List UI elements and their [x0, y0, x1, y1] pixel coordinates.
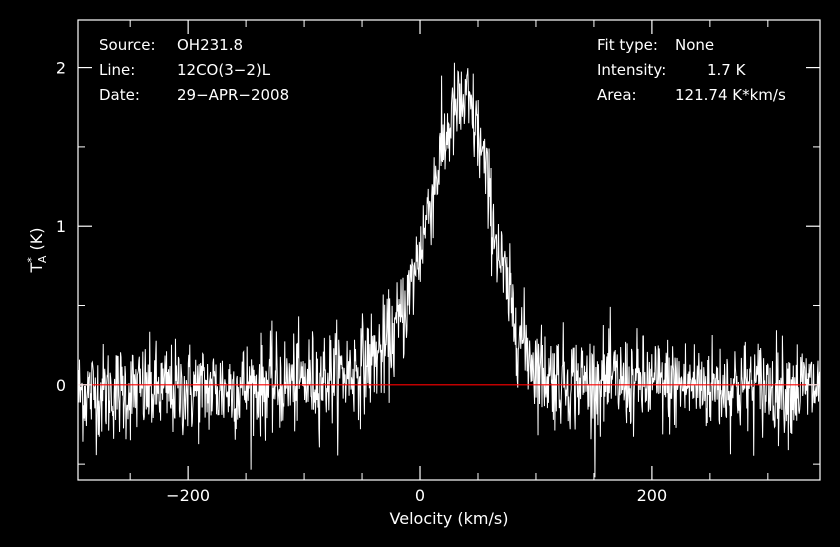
intensity-label: Intensity:: [597, 61, 666, 79]
x-tick-label: −200: [166, 486, 210, 505]
spectrum-trace: [78, 62, 820, 478]
x-tick-label: 0: [415, 486, 425, 505]
y-axis-label: T*A (K): [25, 228, 49, 274]
y-tick-label: 1: [56, 217, 66, 236]
line-label: Line:: [99, 61, 135, 79]
line-value: 12CO(3−2)L: [177, 61, 271, 79]
y-axis-ticks: 0 1 2: [56, 59, 820, 465]
fit-type-label: Fit type:: [597, 36, 658, 54]
source-value: OH231.8: [177, 36, 243, 54]
date-value: 29−APR−2008: [177, 86, 289, 104]
fit-type-value: None: [675, 36, 714, 54]
header-left: Source: OH231.8 Line: 12CO(3−2)L Date: 2…: [99, 36, 289, 104]
date-label: Date:: [99, 86, 140, 104]
source-label: Source:: [99, 36, 156, 54]
plot-frame: [77, 19, 821, 481]
x-tick-label: 200: [637, 486, 668, 505]
intensity-value: 1.7 K: [707, 61, 747, 79]
header-right: Fit type: None Intensity: 1.7 K Area: 12…: [597, 36, 786, 104]
y-tick-label: 0: [56, 376, 66, 395]
x-axis-label: Velocity (km/s): [390, 509, 509, 528]
y-tick-label: 2: [56, 59, 66, 78]
area-value: 121.74 K*km/s: [675, 86, 786, 104]
area-label: Area:: [597, 86, 637, 104]
x-axis-ticks: −200 0 200: [129, 20, 769, 505]
